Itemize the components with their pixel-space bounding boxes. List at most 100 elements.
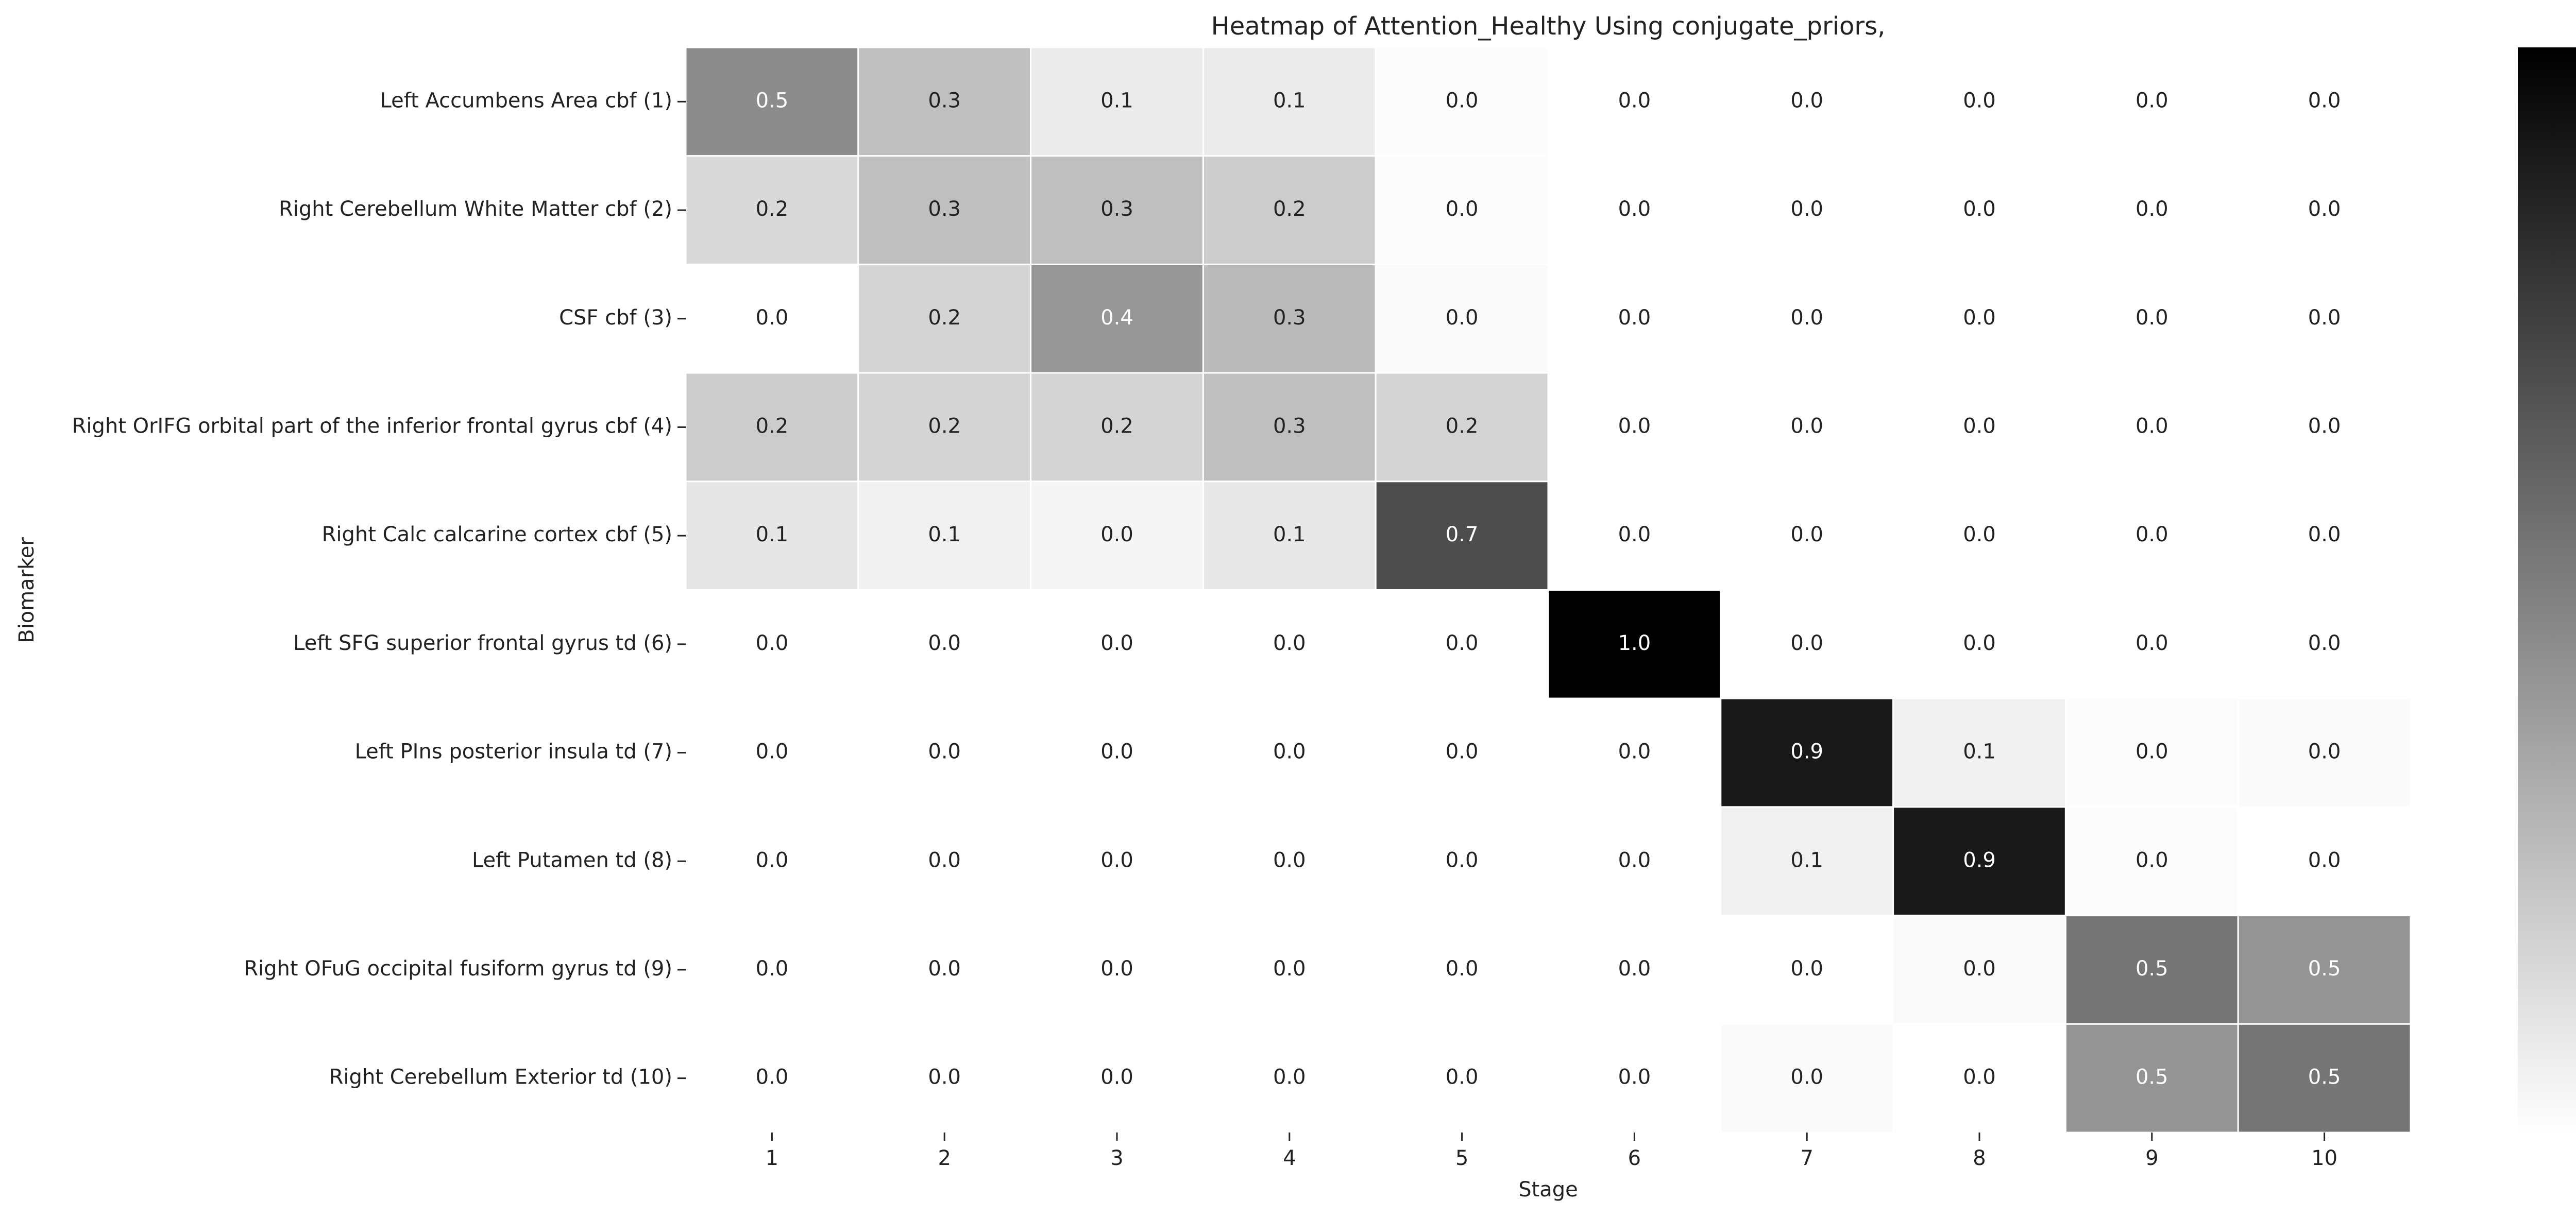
heatmap-cell	[1030, 46, 1204, 157]
heatmap-cell	[1892, 697, 2066, 808]
cell-label: 0.0	[1790, 957, 1823, 981]
cell-label: 0.0	[1273, 957, 1306, 981]
x-tick-label: 2	[938, 1146, 951, 1170]
cell-label: 0.5	[2308, 957, 2341, 981]
cell-label: 0.0	[1618, 414, 1651, 438]
y-tick-label: Left SFG superior frontal gyrus td (6)	[293, 631, 672, 655]
cell-label: 0.0	[2308, 197, 2341, 221]
heatmap-cell	[1202, 806, 1377, 917]
cell-label: 0.3	[1273, 306, 1306, 330]
cell-label: 0.0	[1618, 197, 1651, 221]
cell-label: 0.0	[1446, 957, 1479, 981]
heatmap-cell	[2064, 155, 2239, 265]
heatmap-cell	[1720, 263, 1894, 374]
heatmap-cell	[2237, 915, 2412, 1025]
cell-label: 0.0	[1790, 1066, 1823, 1089]
heatmap-cell	[2237, 263, 2412, 374]
x-axis-label: Stage	[1518, 1178, 1578, 1202]
heatmap-cell	[857, 46, 1032, 157]
heatmap-cell	[685, 1023, 859, 1134]
heatmap-cell	[1030, 155, 1204, 265]
heatmap-cell	[685, 46, 859, 157]
heatmap-cell	[1892, 263, 2066, 374]
y-tick-label: Right OFuG occipital fusiform gyrus td (…	[244, 957, 672, 981]
cell-label: 0.0	[2308, 89, 2341, 112]
cell-label: 0.0	[1618, 740, 1651, 764]
y-tick-label: Right OrIFG orbital part of the inferior…	[72, 414, 672, 438]
cell-label: 0.0	[1963, 306, 1996, 330]
x-tick-label: 1	[766, 1146, 778, 1170]
y-tick-label: CSF cbf (3)	[559, 306, 672, 330]
cell-label: 0.1	[1963, 740, 1996, 764]
cell-label: 0.3	[928, 197, 961, 221]
heatmap-cell	[1720, 806, 1894, 917]
cell-label: 0.0	[2308, 631, 2341, 655]
cell-label: 0.0	[1790, 89, 1823, 112]
heatmap-cell	[1375, 372, 1549, 483]
cell-label: 0.0	[1618, 523, 1651, 546]
cell-label: 0.0	[2136, 197, 2168, 221]
colorbar	[2518, 47, 2576, 1133]
heatmap-cell	[1030, 806, 1204, 917]
cell-label: 0.0	[1446, 89, 1479, 112]
heatmap-cell	[1547, 1023, 1722, 1134]
cell-label: 0.2	[1273, 197, 1306, 221]
cell-label: 0.0	[1963, 957, 1996, 981]
heatmap-cell	[1202, 46, 1377, 157]
cell-label: 0.0	[2136, 740, 2168, 764]
cell-label: 0.2	[928, 306, 961, 330]
heatmap-cell	[1720, 155, 1894, 265]
cell-label: 0.0	[2136, 306, 2168, 330]
heatmap-cell	[1202, 1023, 1377, 1134]
heatmap-cell	[1547, 46, 1722, 157]
heatmap-cell	[2064, 481, 2239, 591]
cell-label: 0.1	[1273, 523, 1306, 546]
heatmap-cell	[1375, 806, 1549, 917]
heatmap-cell	[2064, 1023, 2239, 1134]
heatmap-cell	[1202, 155, 1377, 265]
cell-label: 0.0	[756, 631, 789, 655]
cell-label: 0.0	[756, 306, 789, 330]
x-tick-label: 3	[1110, 1146, 1123, 1170]
heatmap-cell	[1547, 589, 1722, 699]
heatmap-cell	[1375, 263, 1549, 374]
chart-title: Heatmap of Attention_Healthy Using conju…	[1211, 12, 1886, 41]
heatmap-cell	[1547, 372, 1722, 483]
heatmap-cell	[2237, 46, 2412, 157]
cell-label: 0.0	[2308, 848, 2341, 872]
cell-label: 0.0	[756, 1066, 789, 1089]
cell-label: 0.0	[2136, 848, 2168, 872]
y-axis-label: Biomarker	[15, 537, 39, 643]
heatmap-cell	[1375, 481, 1549, 591]
cell-label: 0.0	[1963, 197, 1996, 221]
cell-label: 0.0	[1100, 1066, 1133, 1089]
cell-label: 0.0	[2308, 414, 2341, 438]
cell-label: 0.0	[1790, 306, 1823, 330]
cell-label: 0.0	[1100, 957, 1133, 981]
heatmap-cell	[685, 263, 859, 374]
heatmap-cell	[2237, 697, 2412, 808]
cell-label: 0.1	[1273, 89, 1306, 112]
heatmap-cell	[857, 915, 1032, 1025]
heatmap-cell	[2064, 589, 2239, 699]
y-tick-label: Left PIns posterior insula td (7)	[355, 740, 672, 764]
cell-label: 0.0	[1446, 197, 1479, 221]
cell-label: 0.9	[1790, 740, 1823, 764]
x-tick-label: 10	[2311, 1146, 2337, 1170]
heatmap-cell	[1892, 1023, 2066, 1134]
heatmap-cell	[1892, 915, 2066, 1025]
heatmap-cell	[2064, 806, 2239, 917]
cell-label: 0.0	[1618, 306, 1651, 330]
heatmap-cell	[1892, 46, 2066, 157]
heatmap-cell	[1892, 806, 2066, 917]
heatmap-cell	[857, 155, 1032, 265]
cell-label: 0.3	[928, 89, 961, 112]
heatmap-cell	[1547, 697, 1722, 808]
cell-label: 0.1	[928, 523, 961, 546]
cell-label: 0.0	[1618, 89, 1651, 112]
heatmap-cell	[1892, 372, 2066, 483]
x-tick-label: 8	[1973, 1146, 1986, 1170]
heatmap-cell	[1375, 46, 1549, 157]
